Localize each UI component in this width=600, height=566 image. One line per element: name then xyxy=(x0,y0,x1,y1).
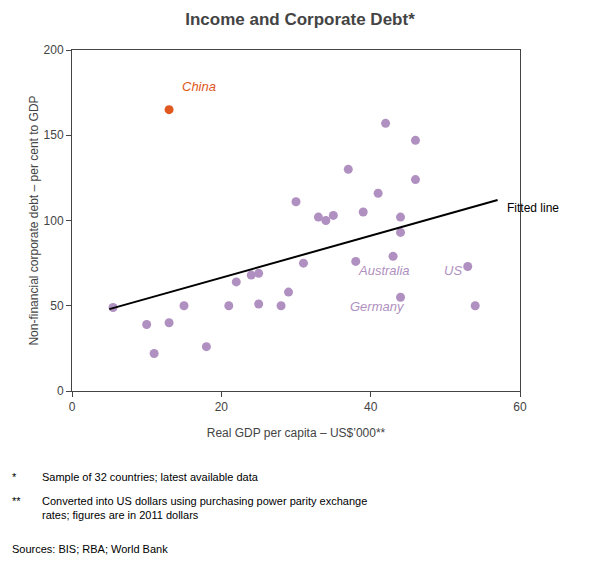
svg-text:0: 0 xyxy=(69,400,76,414)
svg-text:0: 0 xyxy=(57,384,64,398)
svg-text:Sample of 32 countries; latest: Sample of 32 countries; latest available… xyxy=(42,471,259,483)
svg-text:20: 20 xyxy=(215,400,229,414)
svg-text:*: * xyxy=(12,471,17,483)
svg-text:**: ** xyxy=(12,495,21,507)
svg-text:Australia: Australia xyxy=(358,263,410,278)
svg-text:Fitted line: Fitted line xyxy=(507,201,559,215)
svg-text:50: 50 xyxy=(50,299,64,313)
svg-text:60: 60 xyxy=(513,400,527,414)
svg-text:Sources: BIS; RBA; World Bank: Sources: BIS; RBA; World Bank xyxy=(12,543,168,555)
svg-text:Converted into US dollars usin: Converted into US dollars using purchasi… xyxy=(42,495,367,521)
svg-text:100: 100 xyxy=(44,214,64,228)
svg-text:US: US xyxy=(444,263,462,278)
svg-text:China: China xyxy=(182,79,216,94)
svg-text:150: 150 xyxy=(44,128,64,142)
svg-text:40: 40 xyxy=(364,400,378,414)
svg-text:Germany: Germany xyxy=(350,299,405,314)
svg-text:Non-financial corporate debt –: Non-financial corporate debt – per cent … xyxy=(27,95,41,345)
svg-text:Income and Corporate Debt*: Income and Corporate Debt* xyxy=(185,10,415,29)
svg-text:200: 200 xyxy=(44,43,64,57)
svg-text:Real GDP per capita – US$’000*: Real GDP per capita – US$’000** xyxy=(207,426,386,440)
